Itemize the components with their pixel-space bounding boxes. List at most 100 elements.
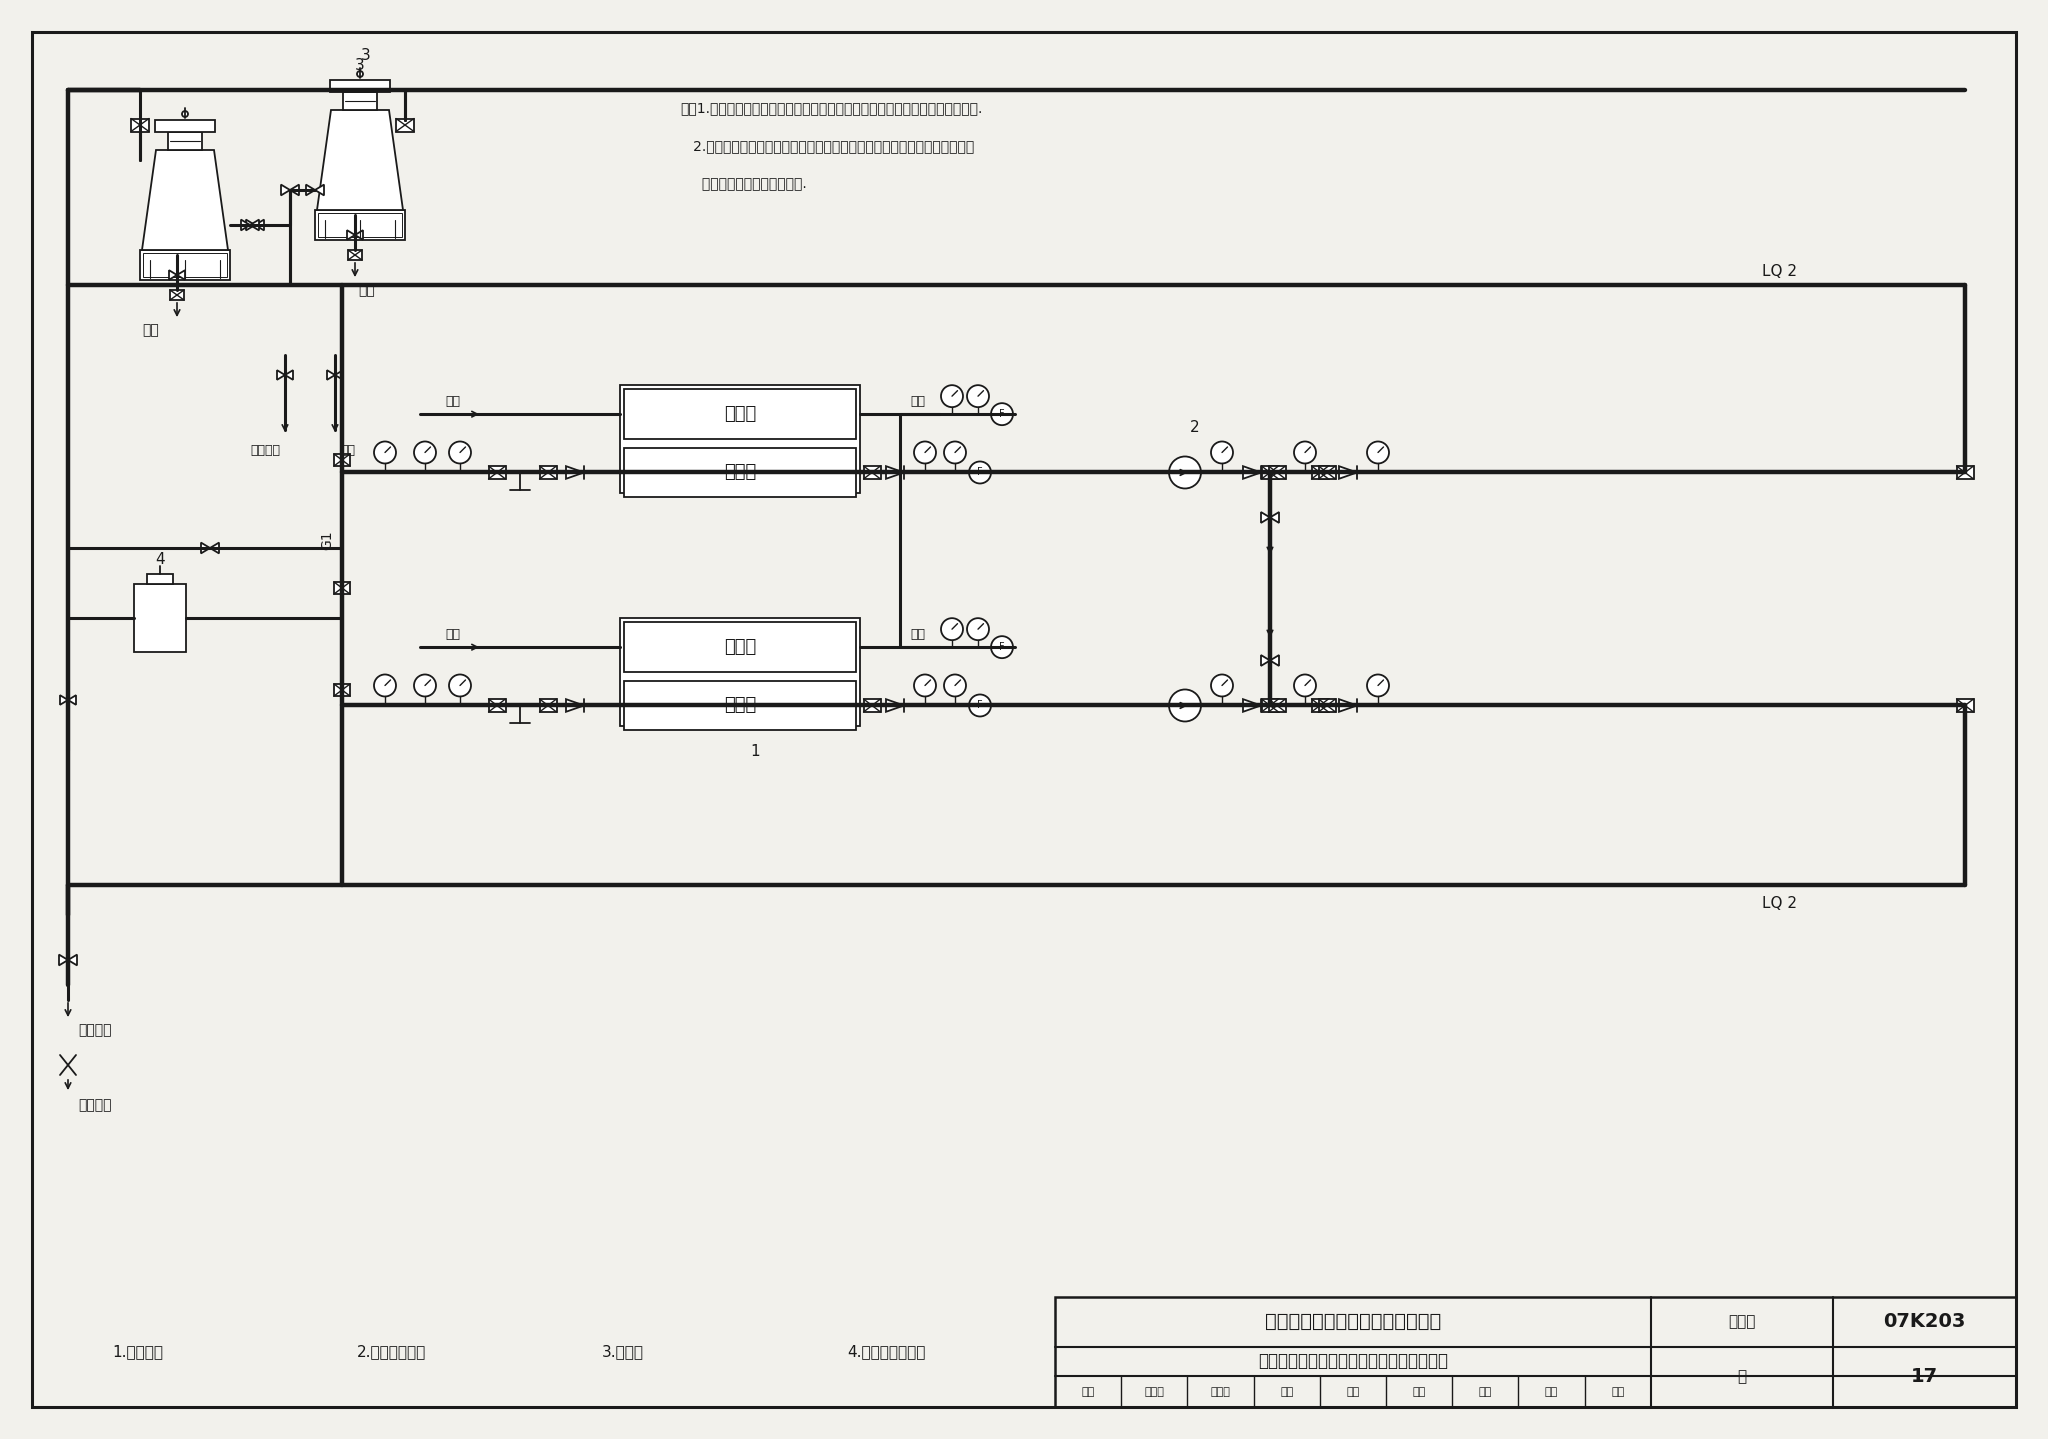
Text: F: F: [999, 642, 1006, 652]
Text: 3: 3: [360, 47, 371, 62]
Polygon shape: [59, 954, 68, 966]
Bar: [621, 386, 860, 494]
Bar: [348, 250, 362, 260]
Text: 常规空调冷却水系统原理图（二）: 常规空调冷却水系统原理图（二）: [1266, 1312, 1442, 1331]
Circle shape: [967, 386, 989, 407]
Bar: [1268, 699, 1286, 712]
Bar: [1311, 466, 1329, 479]
Text: 2: 2: [1190, 420, 1200, 435]
Polygon shape: [68, 695, 76, 705]
Polygon shape: [256, 220, 264, 230]
Polygon shape: [565, 699, 584, 712]
Circle shape: [944, 675, 967, 696]
Text: 4.自动水处理装置: 4.自动水处理装置: [848, 1344, 926, 1360]
Polygon shape: [242, 220, 250, 230]
Polygon shape: [1339, 466, 1358, 479]
Polygon shape: [328, 370, 336, 380]
Polygon shape: [565, 466, 584, 479]
Polygon shape: [1270, 655, 1280, 666]
Text: 17: 17: [1911, 1367, 1937, 1386]
Text: 不使用时，室外部分能泄空.: 不使用时，室外部分能泄空.: [680, 177, 807, 191]
Text: 蒸发器: 蒸发器: [723, 637, 756, 656]
Polygon shape: [1262, 512, 1270, 522]
Text: 2.冷却水循环泵: 2.冷却水循环泵: [356, 1344, 426, 1360]
Circle shape: [991, 636, 1014, 658]
Polygon shape: [291, 184, 299, 196]
Text: 泄水: 泄水: [358, 283, 375, 296]
Circle shape: [967, 619, 989, 640]
Polygon shape: [305, 184, 315, 196]
Text: 页: 页: [1737, 1370, 1747, 1384]
Text: 冬季泄水: 冬季泄水: [78, 1098, 111, 1112]
Bar: [625, 622, 856, 672]
Bar: [1956, 699, 1974, 712]
Text: 2.本图所示冬季泄水阀位置仅为示意，具体设置位置应保证冷却水系统冬季: 2.本图所示冬季泄水阀位置仅为示意，具体设置位置应保证冷却水系统冬季: [680, 140, 975, 153]
Text: 冷凝器: 冷凝器: [723, 696, 756, 715]
Polygon shape: [285, 370, 293, 380]
Bar: [1268, 466, 1286, 479]
Text: 注：1.水泵后置适合于冷却塔安装位置较高，前置可能导致冷凝器高承压的情况.: 注：1.水泵后置适合于冷却塔安装位置较高，前置可能导致冷凝器高承压的情况.: [680, 101, 983, 115]
Bar: [1262, 699, 1278, 712]
Text: 补水: 补水: [340, 443, 354, 456]
Text: 4: 4: [156, 553, 164, 567]
Bar: [395, 118, 414, 131]
Polygon shape: [317, 109, 403, 210]
Circle shape: [1169, 456, 1200, 488]
Bar: [625, 681, 856, 731]
Bar: [539, 699, 557, 712]
Bar: [334, 453, 350, 466]
Circle shape: [449, 442, 471, 463]
Text: G1: G1: [319, 530, 334, 550]
Text: 冷凝器: 冷凝器: [723, 463, 756, 482]
Bar: [1956, 466, 1974, 479]
Polygon shape: [1339, 699, 1358, 712]
Circle shape: [944, 442, 967, 463]
Text: 1.冷水机组: 1.冷水机组: [113, 1344, 164, 1360]
Bar: [170, 291, 184, 299]
Polygon shape: [176, 271, 184, 279]
Circle shape: [414, 442, 436, 463]
Bar: [143, 253, 227, 276]
Text: LQ 2: LQ 2: [1763, 895, 1798, 911]
Polygon shape: [281, 184, 291, 196]
Text: 蒸发器: 蒸发器: [723, 406, 756, 423]
Text: 审核: 审核: [1081, 1387, 1096, 1397]
Text: 康清: 康清: [1346, 1387, 1360, 1397]
Polygon shape: [1243, 466, 1262, 479]
Circle shape: [1366, 675, 1389, 696]
Polygon shape: [1270, 512, 1280, 522]
Bar: [625, 390, 856, 439]
Text: 泄水: 泄水: [141, 322, 160, 337]
Circle shape: [414, 675, 436, 696]
Text: 校对: 校对: [1280, 1387, 1294, 1397]
Text: F: F: [999, 409, 1006, 419]
Bar: [625, 448, 856, 498]
Text: 冬季泄水: 冬季泄水: [78, 1023, 111, 1038]
Bar: [156, 119, 215, 132]
Text: F: F: [977, 701, 983, 711]
Text: 水泵后置、开式冷却塔、冷凝器一对一接管: 水泵后置、开式冷却塔、冷凝器一对一接管: [1257, 1353, 1448, 1370]
Text: 3: 3: [354, 58, 365, 72]
Polygon shape: [68, 954, 78, 966]
Bar: [317, 213, 401, 237]
Bar: [1311, 699, 1329, 712]
Bar: [864, 466, 881, 479]
Bar: [489, 466, 506, 479]
Text: 芦岩: 芦岩: [1544, 1387, 1559, 1397]
Text: 3.冷却塔: 3.冷却塔: [602, 1344, 643, 1360]
Bar: [1262, 466, 1278, 479]
Circle shape: [969, 462, 991, 484]
Text: LQ 2: LQ 2: [1763, 263, 1798, 279]
Circle shape: [1294, 442, 1317, 463]
Text: 冷水: 冷水: [444, 394, 461, 407]
Circle shape: [991, 403, 1014, 425]
Polygon shape: [276, 370, 285, 380]
Polygon shape: [1262, 655, 1270, 666]
Polygon shape: [887, 466, 903, 479]
Circle shape: [375, 675, 395, 696]
Bar: [864, 699, 881, 712]
Bar: [1055, 1297, 2015, 1407]
Polygon shape: [354, 230, 362, 240]
Text: 1: 1: [750, 744, 760, 758]
Text: 冷水: 冷水: [909, 627, 926, 640]
